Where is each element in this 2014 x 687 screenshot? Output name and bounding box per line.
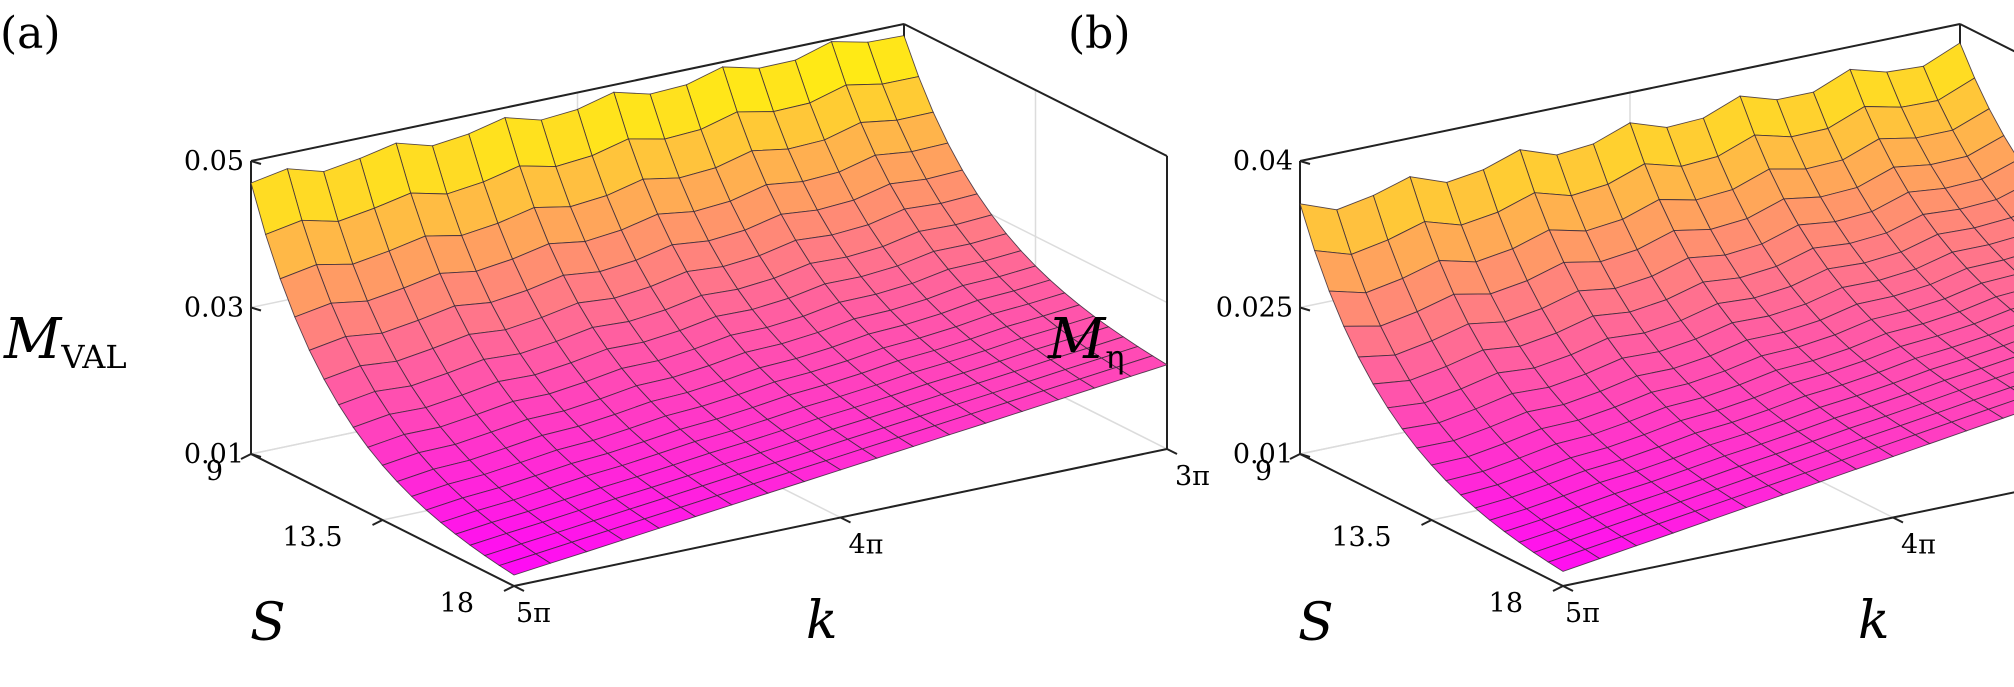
axes-edge: [1299, 23, 1961, 162]
z-tick-label: 0.025: [1216, 293, 1293, 324]
z-tick-label: 0.01: [1233, 439, 1293, 470]
y-tick-label: 4π: [849, 530, 884, 561]
y-tick-mark: [1166, 448, 1178, 455]
z-tick-mark: [250, 306, 262, 312]
y-tick-mark: [1892, 516, 1904, 524]
y-axis-label: k: [806, 591, 838, 651]
x-tick-mark: [372, 519, 383, 526]
z-tick-label: 0.03: [184, 293, 244, 324]
panel-label: (a): [0, 8, 61, 59]
panel-a: 0.01 0.03 0.05 9 13.5 18 3π 4π 5π (a) MVAL S k: [0, 8, 1210, 653]
x-tick-mark: [503, 585, 515, 592]
x-tick-label: 13.5: [282, 522, 342, 553]
z-tick-label: 0.05: [184, 146, 244, 177]
z-tick-mark: [1299, 453, 1311, 458]
y-tick-label: 5π: [516, 598, 551, 629]
x-tick-mark: [1421, 519, 1432, 526]
y-axis-label: k: [1858, 591, 1890, 651]
z-tick-label: 0.04: [1233, 146, 1293, 177]
y-tick-label: 4π: [1901, 530, 1936, 561]
axes-edge: [903, 23, 1168, 157]
y-tick-mark: [513, 585, 525, 592]
z-axis-label: MVAL: [3, 307, 127, 376]
x-tick-label: 9: [1255, 456, 1272, 487]
surface-patch: [498, 553, 552, 576]
x-axis-label: S: [1298, 593, 1334, 653]
surface-plot: [250, 35, 1169, 576]
x-tick-label: 18: [1489, 588, 1523, 619]
z-axis-label: Mη: [1047, 307, 1125, 376]
axes-edge: [250, 23, 905, 162]
panel-label: (b): [1068, 8, 1131, 59]
surface-plot: [1299, 42, 2014, 572]
axes-edge: [1959, 23, 2014, 53]
x-tick-mark: [240, 453, 252, 460]
z-tick-label: 0.01: [184, 439, 244, 470]
x-tick-mark: [1289, 453, 1301, 460]
x-tick-label: 9: [206, 456, 223, 487]
x-axis-label: S: [250, 593, 286, 653]
z-tick-mark: [1299, 160, 1311, 165]
z-tick-mark: [1299, 306, 1311, 312]
z-tick-mark: [250, 453, 262, 458]
z-tick-mark: [250, 160, 262, 165]
x-tick-label: 13.5: [1331, 522, 1391, 553]
tick-labels: 0.01 0.03 0.05 9 13.5 18 3π 4π 5π: [184, 146, 1210, 629]
x-tick-label: 18: [440, 588, 474, 619]
y-tick-label: 3π: [1175, 461, 1210, 492]
panel-b: 0.01 0.025 0.04 9 13.5 18 3π 4π 5π (b) Mη S k: [1047, 8, 2014, 653]
y-tick-mark: [1562, 585, 1574, 592]
y-tick-mark: [840, 516, 851, 524]
y-tick-label: 5π: [1565, 598, 1600, 629]
x-tick-mark: [1552, 585, 1564, 592]
surface-patch: [1547, 548, 1601, 572]
